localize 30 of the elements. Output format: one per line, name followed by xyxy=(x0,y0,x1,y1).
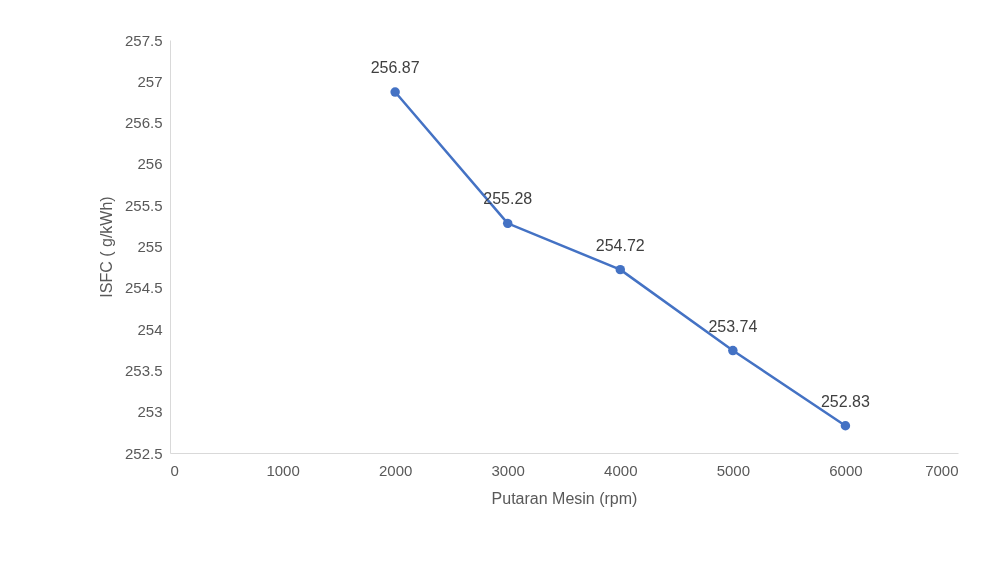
point xyxy=(615,264,626,275)
point xyxy=(728,345,738,356)
x-tick-label: 1000 xyxy=(266,461,300,479)
x-tick-label: 0 xyxy=(170,461,179,479)
point xyxy=(502,218,513,229)
x-tick-label: 7000 xyxy=(925,461,959,479)
x-tick-label: 5000 xyxy=(716,461,751,479)
x-axis-title: Putaran Mesin (rpm) xyxy=(491,489,638,507)
x-tick-label: 4000 xyxy=(604,461,638,479)
y-tick-label: 256 xyxy=(137,155,163,173)
y-tick-label: 252.5 xyxy=(124,444,163,462)
data-label: 254.72 xyxy=(595,236,645,254)
x-tick-label: 3000 xyxy=(491,461,525,479)
point xyxy=(390,87,400,97)
y-tick-label: 257.5 xyxy=(124,31,163,49)
y-tick-label: 254 xyxy=(137,320,163,338)
x-tick-label: 2000 xyxy=(378,461,413,479)
data-label: 252.83 xyxy=(820,392,870,410)
data-label: 256.87 xyxy=(370,59,420,77)
point xyxy=(840,421,851,431)
y-tick-label: 255.5 xyxy=(124,196,163,214)
data-label: 253.74 xyxy=(708,317,758,335)
y-tick-label: 253 xyxy=(137,403,163,421)
y-tick-label: 257 xyxy=(137,72,163,90)
y-tick-label: 256.5 xyxy=(124,114,163,132)
x-tick-label: 6000 xyxy=(829,461,863,479)
y-tick-label: 255 xyxy=(137,238,163,255)
y-axis-title: ISFC ( g/kWh) xyxy=(97,196,115,298)
y-tick-label: 254.5 xyxy=(124,279,163,297)
y-tick-label: 253.5 xyxy=(124,361,163,379)
